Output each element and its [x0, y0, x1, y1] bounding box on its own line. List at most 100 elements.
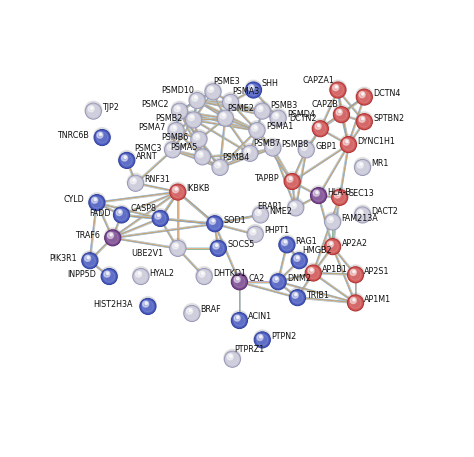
Circle shape [308, 267, 319, 279]
Circle shape [346, 140, 348, 143]
Circle shape [275, 277, 278, 280]
Text: FADD: FADD [89, 209, 110, 218]
Circle shape [184, 305, 200, 322]
Circle shape [167, 144, 178, 155]
Circle shape [260, 107, 262, 109]
Circle shape [328, 217, 334, 223]
Circle shape [328, 241, 334, 247]
Circle shape [169, 182, 186, 199]
Circle shape [350, 269, 361, 281]
Circle shape [200, 153, 202, 155]
Circle shape [312, 119, 329, 136]
Circle shape [284, 172, 301, 189]
Circle shape [209, 218, 220, 229]
Circle shape [225, 97, 231, 103]
Circle shape [187, 308, 193, 314]
Circle shape [247, 149, 249, 151]
Circle shape [284, 241, 286, 243]
Circle shape [356, 112, 373, 129]
Circle shape [298, 142, 314, 158]
Text: PSMB4: PSMB4 [222, 153, 249, 162]
Circle shape [357, 209, 368, 221]
Text: ERAP1: ERAP1 [257, 202, 283, 211]
Circle shape [305, 265, 321, 281]
Circle shape [301, 144, 312, 155]
Circle shape [265, 140, 281, 156]
Circle shape [270, 274, 286, 290]
Circle shape [103, 271, 115, 282]
Text: UBE2V1: UBE2V1 [132, 249, 164, 258]
Circle shape [118, 150, 135, 168]
Circle shape [260, 335, 262, 338]
Circle shape [91, 197, 102, 208]
Text: DCTN2: DCTN2 [289, 114, 317, 123]
Circle shape [173, 126, 175, 128]
Text: TJP2: TJP2 [102, 103, 119, 112]
Circle shape [234, 276, 240, 282]
Circle shape [329, 80, 346, 97]
Circle shape [273, 112, 284, 124]
Circle shape [347, 295, 364, 311]
Circle shape [354, 205, 371, 222]
Circle shape [94, 198, 96, 201]
Text: PSMC2: PSMC2 [142, 100, 169, 109]
Circle shape [152, 210, 168, 227]
Text: TNRC6B: TNRC6B [57, 131, 89, 140]
Circle shape [94, 129, 110, 146]
Text: PSMC3: PSMC3 [134, 143, 161, 153]
Circle shape [152, 208, 169, 226]
Circle shape [359, 116, 370, 128]
Text: PSMB8: PSMB8 [282, 140, 309, 149]
Circle shape [139, 297, 156, 314]
Circle shape [270, 110, 286, 126]
Circle shape [250, 228, 261, 240]
Circle shape [324, 212, 341, 229]
Circle shape [140, 298, 156, 314]
Circle shape [360, 211, 362, 213]
Circle shape [100, 133, 102, 136]
Circle shape [254, 332, 270, 348]
Circle shape [315, 123, 326, 134]
Circle shape [359, 116, 365, 122]
Circle shape [287, 198, 304, 215]
Circle shape [217, 110, 233, 126]
Circle shape [188, 114, 200, 126]
Circle shape [257, 106, 263, 112]
Circle shape [291, 253, 307, 269]
Text: CASP8: CASP8 [131, 204, 157, 213]
Text: PSMB7: PSMB7 [254, 139, 281, 148]
Circle shape [357, 162, 364, 168]
Circle shape [231, 272, 248, 289]
Circle shape [207, 216, 223, 232]
Text: PSMB6: PSMB6 [161, 133, 188, 142]
Circle shape [110, 234, 112, 236]
Text: PSMA5: PSMA5 [170, 143, 197, 152]
Text: CA2: CA2 [248, 274, 264, 283]
Circle shape [119, 211, 121, 213]
Circle shape [170, 240, 186, 256]
Circle shape [108, 232, 114, 239]
Circle shape [130, 178, 137, 184]
Circle shape [292, 292, 303, 303]
Circle shape [133, 179, 135, 181]
Circle shape [310, 269, 313, 271]
Circle shape [253, 207, 269, 223]
Circle shape [254, 103, 270, 119]
Circle shape [290, 177, 292, 180]
Circle shape [186, 308, 198, 319]
Circle shape [256, 334, 268, 345]
Circle shape [310, 187, 327, 204]
Circle shape [84, 255, 96, 266]
Circle shape [212, 219, 214, 222]
Text: PSMD4: PSMD4 [287, 110, 315, 119]
Circle shape [242, 145, 258, 161]
Circle shape [303, 146, 306, 148]
Text: BRAF: BRAF [201, 305, 221, 314]
Circle shape [244, 148, 255, 159]
Circle shape [332, 85, 344, 96]
Circle shape [248, 85, 259, 96]
Circle shape [91, 197, 98, 203]
Text: DYNC1H1: DYNC1H1 [357, 137, 395, 145]
Circle shape [116, 209, 127, 221]
Circle shape [336, 109, 347, 120]
